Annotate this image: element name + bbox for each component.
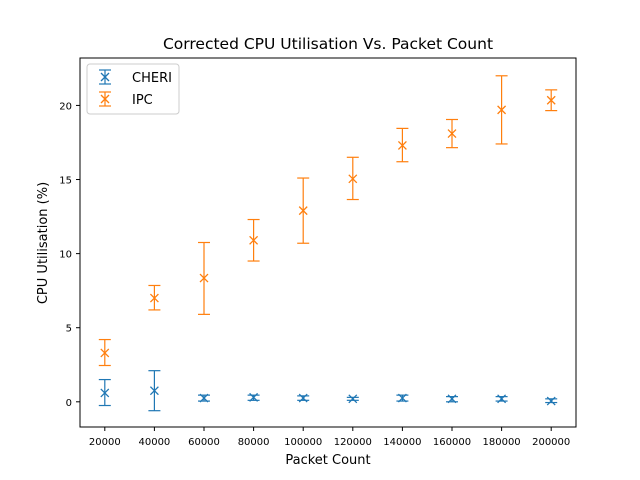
ipc-marker-stroke [546,95,556,105]
y-tick-label: 20 [59,101,72,112]
x-tick-label: 200000 [532,437,570,448]
cheri-series [98,370,558,412]
cheri-marker-stroke [298,393,308,403]
ipc-marker-stroke [249,235,259,245]
y-axis-label: CPU Utilisation (%) [36,182,51,304]
x-tick-label: 160000 [433,437,471,448]
ipc-point [100,348,110,358]
cheri-point [100,388,110,398]
ipc-marker-stroke [397,140,407,150]
axis-ticks: 20000 40000 60000 80000 100000 120000 140000 16… [59,101,570,448]
ipc-point [149,293,159,303]
legend-swatch-marker [100,72,110,82]
ipc-point [447,129,457,139]
ipc-marker-stroke [348,174,358,184]
ipc-point [348,174,358,184]
axes-frame [79,57,577,428]
cheri-marker-stroke [100,388,110,398]
cheri-point [546,396,556,406]
cheri-point [497,394,507,404]
ipc-series [98,75,558,367]
x-tick-label: 120000 [334,437,372,448]
legend-box [86,63,180,115]
cheri-point [249,392,259,402]
legend-item-ipc: IPC [99,91,153,108]
ipc-marker-stroke [447,129,457,139]
x-tick-label: 20000 [89,437,121,448]
y-tick-label: 15 [59,176,72,187]
cheri-point [348,394,358,404]
ipc-point [298,206,308,216]
x-tick-label: 100000 [284,437,322,448]
y-tick-label: 5 [66,324,72,335]
cheri-point [149,386,159,396]
cheri-marker-stroke [249,392,259,402]
cheri-marker-stroke [149,386,159,396]
ipc-marker-stroke [199,273,209,283]
legend-label: IPC [132,93,153,108]
legend-swatch-marker [100,94,110,104]
ipc-marker-stroke [298,206,308,216]
y-tick-label: 10 [59,250,72,261]
legend: CHERI IPC [86,63,180,115]
chart-title: Corrected CPU Utilisation Vs. Packet Cou… [163,35,493,53]
cheri-marker-stroke [447,394,457,404]
cheri-marker-stroke [546,396,556,406]
x-tick-label: 180000 [483,437,521,448]
plot-area [98,75,558,412]
ipc-marker-stroke [149,293,159,303]
cheri-marker-stroke [397,393,407,403]
ipc-point [199,273,209,283]
x-tick-label: 80000 [238,437,270,448]
x-tick-label: 40000 [138,437,170,448]
cheri-marker-stroke [348,394,358,404]
x-tick-label: 60000 [188,437,220,448]
legend-label: CHERI [132,71,172,86]
legend-item-cheri: CHERI [99,69,172,86]
ipc-marker-stroke [100,348,110,358]
x-axis-label: Packet Count [285,453,370,468]
cheri-point [199,393,209,403]
ipc-point [497,105,507,115]
ipc-marker-stroke [497,105,507,115]
y-tick-label: 0 [66,398,72,409]
cheri-point [397,393,407,403]
ipc-point [249,235,259,245]
ipc-point [546,95,556,105]
cheri-point [447,394,457,404]
cheri-marker-stroke [199,393,209,403]
cheri-point [298,393,308,403]
cheri-marker-stroke [497,394,507,404]
x-tick-label: 140000 [383,437,421,448]
ipc-point [397,140,407,150]
